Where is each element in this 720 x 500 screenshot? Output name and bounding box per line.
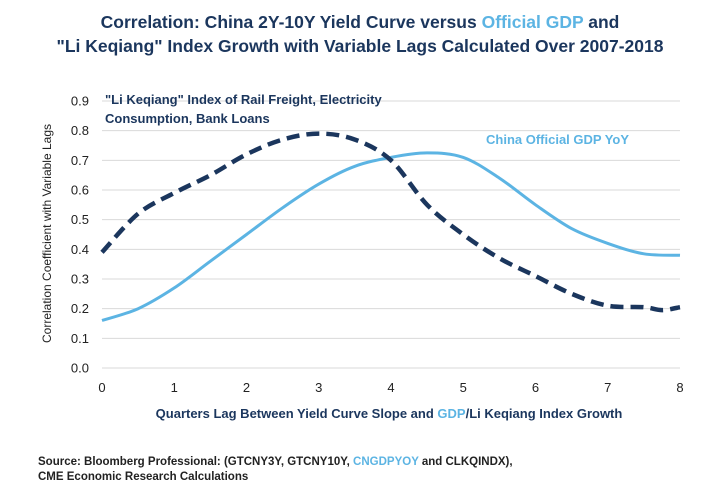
- chart-title-accent-official-gdp: Official GDP: [481, 12, 584, 32]
- x-axis-label-part: Li Keqiang Index: [469, 406, 574, 421]
- x-tick-label: 5: [460, 380, 467, 395]
- li-keqiang-series-line: [100, 131, 681, 313]
- source-text-c: and CLKQINDX),: [418, 456, 513, 468]
- y-tick-label: 0.9: [71, 94, 89, 109]
- x-axis-label-accent: GDP: [437, 406, 466, 421]
- y-tick-label: 0.8: [71, 123, 89, 138]
- source-accent-cngdpyoy: CNGDPYOY: [353, 456, 419, 468]
- official-gdp-series-label: China Official GDP YoY: [486, 132, 629, 147]
- y-axis-label: Correlation Coefficient with Variable La…: [40, 124, 54, 343]
- x-tick-label: 7: [604, 380, 611, 395]
- source-text-a: Source: Bloomberg Professional: (GTCNY3Y…: [38, 456, 354, 468]
- x-axis-label-part: Quarters Lag Between Yield Curve Slope a…: [156, 406, 438, 421]
- chart-title-text-a: Correlation: China 2Y-10Y Yield Curve ve…: [100, 12, 482, 32]
- y-tick-label: 0.1: [71, 331, 89, 346]
- y-tick-label: 0.2: [71, 301, 89, 316]
- y-tick-label: 0.0: [71, 361, 89, 376]
- x-axis-label-part: Growth: [573, 406, 622, 421]
- source-line-2: CME Economic Research Calculations: [38, 471, 249, 483]
- x-axis-label-part: /: [466, 406, 470, 421]
- x-tick-label: 6: [532, 380, 539, 395]
- y-tick-label: 0.6: [71, 183, 89, 198]
- y-tick-label: 0.4: [71, 242, 89, 257]
- x-tick-label: 4: [387, 380, 394, 395]
- official-gdp-series-line: [101, 151, 681, 322]
- y-tick-label: 0.7: [71, 153, 89, 168]
- x-axis-label: Quarters Lag Between Yield Curve Slope a…: [156, 406, 623, 421]
- x-tick-label: 3: [315, 380, 322, 395]
- li-keqiang-series-label: Consumption, Bank Loans: [105, 111, 270, 126]
- x-tick-label: 1: [171, 380, 178, 395]
- source-note: Source: Bloomberg Professional: (GTCNY3Y…: [38, 455, 513, 485]
- chart-title-text-c: and: [583, 12, 620, 32]
- source-line-1: Source: Bloomberg Professional: (GTCNY3Y…: [38, 455, 513, 470]
- chart-title-line-2: "Li Keqiang" Index Growth with Variable …: [56, 36, 664, 56]
- x-tick-label: 0: [98, 380, 105, 395]
- chart-title-line-1: Correlation: China 2Y-10Y Yield Curve ve…: [0, 10, 720, 34]
- x-tick-label: 2: [243, 380, 250, 395]
- x-tick-label: 8: [676, 380, 683, 395]
- y-tick-label: 0.5: [71, 212, 89, 227]
- y-tick-label: 0.3: [71, 272, 89, 287]
- li-keqiang-series-label: "Li Keqiang" Index of Rail Freight, Elec…: [105, 92, 382, 107]
- chart-title: Correlation: China 2Y-10Y Yield Curve ve…: [0, 10, 720, 58]
